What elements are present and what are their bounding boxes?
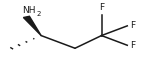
Text: F: F	[99, 3, 104, 12]
Text: F: F	[130, 21, 135, 30]
Text: 2: 2	[37, 11, 41, 17]
Text: F: F	[130, 41, 135, 50]
Text: NH: NH	[23, 6, 36, 15]
Polygon shape	[23, 16, 41, 36]
